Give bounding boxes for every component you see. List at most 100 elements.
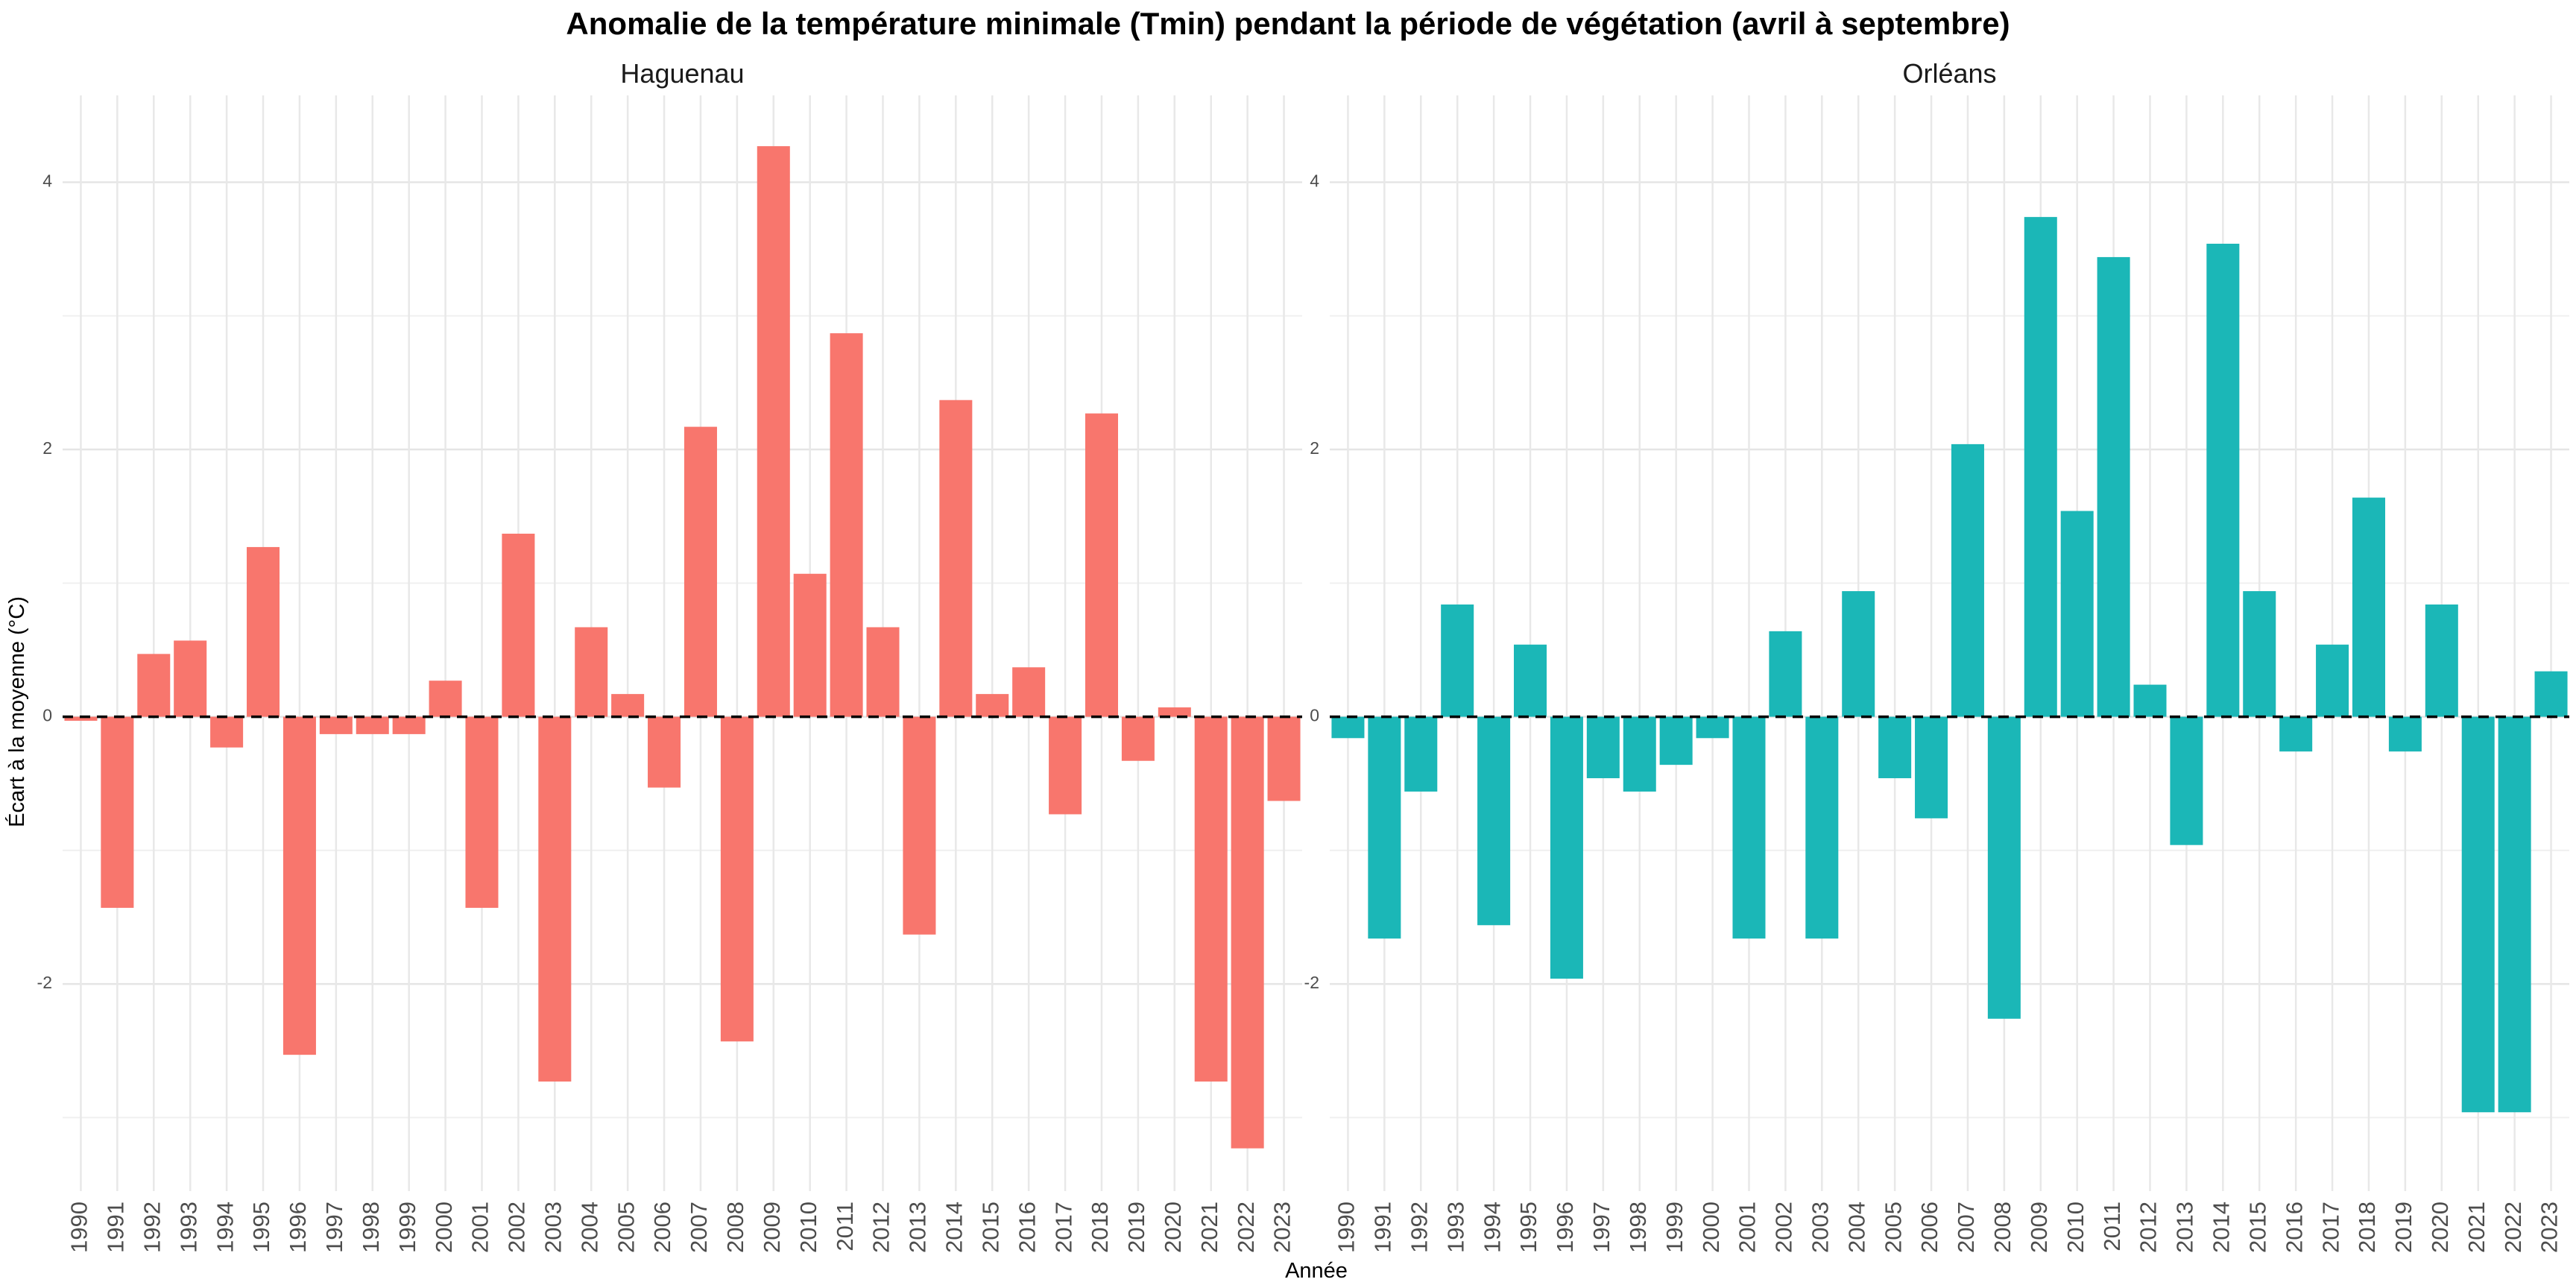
x-tick-label: 1998 [358,1202,384,1253]
x-tick-label: 2002 [504,1202,530,1253]
x-tick-label: 1996 [1552,1202,1578,1253]
x-tick-label: 1991 [1370,1202,1396,1253]
x-tick-label: 1990 [1333,1202,1360,1253]
x-tick-label: 1992 [1406,1202,1432,1253]
bar-2009 [2024,217,2057,717]
y-tick-label: 2 [1310,438,1319,458]
bar-2019 [2388,716,2422,752]
bar-1999 [1659,716,1693,765]
x-tick-label: 1997 [1588,1202,1614,1253]
bar-2015 [2243,591,2276,717]
bar-2011 [2097,256,2130,717]
bar-2022 [1231,716,1264,1149]
x-tick-label: 2011 [2099,1202,2125,1251]
bar-2021 [2461,716,2495,1113]
x-tick-label: 2021 [2463,1202,2490,1253]
x-tick-label: 1998 [1625,1202,1651,1253]
x-tick-label: 1995 [248,1202,274,1253]
x-tick-label: 2000 [1698,1202,1724,1253]
bar-2010 [793,573,827,717]
bar-2022 [2498,716,2531,1113]
x-tick-label: 2013 [2172,1202,2198,1253]
bar-2014 [939,400,973,717]
x-tick-label: 2020 [1160,1202,1186,1253]
bar-2017 [1049,716,1082,815]
x-tick-label: 2000 [431,1202,457,1253]
panel-1: Haguenau 1990 1991 1992 1993 1994 1995 1996 1997… [37,58,1302,1253]
y-tick-label: 2 [42,438,52,458]
bar-2020 [2425,604,2458,717]
x-tick-label: 2007 [686,1202,712,1253]
x-tick-label: 1990 [66,1202,92,1253]
y-tick-label: 0 [1310,706,1319,725]
x-tick-label: 1999 [1661,1202,1688,1253]
bar-1995 [247,546,280,717]
bar-2018 [2352,497,2385,717]
bar-2020 [1158,707,1191,717]
bar-1990 [1331,716,1365,739]
bar-2003 [538,716,572,1082]
x-tick-label: 2015 [977,1202,1003,1253]
x-tick-label: 2022 [1233,1202,1259,1253]
x-tick-label: 2014 [941,1202,967,1253]
y-tick-label: 4 [1310,171,1319,191]
facet-label: Haguenau [620,58,744,89]
x-tick-label: 1993 [175,1202,201,1253]
x-tick-label: 2005 [1880,1202,1906,1253]
bar-2006 [1915,716,1948,818]
bar-1991 [101,716,134,908]
bar-1997 [1586,716,1620,779]
x-tick-label: 2023 [2536,1202,2563,1253]
y-tick-label: 4 [42,171,52,191]
bar-2011 [830,333,863,717]
bar-2009 [757,146,790,717]
bars [1331,217,2568,1113]
bar-2006 [648,716,681,788]
bar-2007 [1951,443,1984,717]
facet-panels: Haguenau 1990 1991 1992 1993 1994 1995 1996 1997… [37,58,2569,1253]
x-tick-label: 2003 [1807,1202,1833,1253]
x-tick-label: 1995 [1515,1202,1541,1253]
bar-2012 [866,627,900,717]
bar-1997 [319,716,353,734]
bar-2010 [2060,511,2094,717]
bar-2023 [2534,671,2568,717]
x-tick-label: 2008 [1989,1202,2015,1253]
x-tick-label: 2023 [1269,1202,1295,1253]
bar-2016 [1012,667,1046,717]
x-tick-label: 2015 [2244,1202,2270,1253]
bar-1994 [1477,716,1511,926]
bar-2001 [1732,716,1766,939]
x-tick-label: 1997 [321,1202,347,1253]
x-tick-label: 2017 [1050,1202,1076,1253]
bar-2001 [465,716,499,908]
facet-label: Orléans [1902,58,1996,89]
x-tick-label: 2019 [2390,1202,2416,1253]
y-tick-label: 0 [42,706,52,725]
x-tick-label: 2005 [613,1202,639,1253]
bars [64,146,1301,1149]
bar-1995 [1514,644,1547,717]
bar-2012 [2133,684,2167,717]
x-tick-label: 2004 [1843,1202,1869,1253]
x-tick-label: 2012 [2135,1202,2162,1253]
bar-1993 [1441,604,1474,717]
bar-2007 [684,426,717,717]
bar-2005 [1878,716,1912,779]
bar-2002 [1769,631,1802,717]
bar-2003 [1805,716,1839,939]
x-tick-labels: 1990 1991 1992 1993 1994 1995 1996 1997 1998 1999… [1333,1202,2563,1253]
bar-1993 [174,640,207,717]
bar-2017 [2316,644,2349,717]
x-tick-labels: 1990 1991 1992 1993 1994 1995 1996 1997 1998 1999… [66,1202,1295,1253]
x-tick-label: 2010 [795,1202,821,1253]
x-tick-label: 2009 [759,1202,785,1253]
x-tick-label: 1994 [1479,1202,1505,1253]
bar-2014 [2206,243,2240,717]
x-tick-label: 2016 [1014,1202,1040,1253]
x-tick-label: 2022 [2500,1202,2526,1253]
bar-2019 [1121,716,1155,761]
x-tick-label: 2001 [1734,1202,1761,1253]
bar-1996 [1550,716,1583,979]
y-tick-label: -2 [37,973,52,992]
